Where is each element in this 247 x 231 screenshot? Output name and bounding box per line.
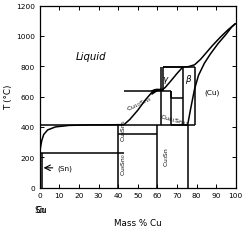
Text: Cu$_6$Sn$_0$: Cu$_6$Sn$_0$ — [120, 153, 128, 176]
Text: (Cu): (Cu) — [205, 89, 220, 96]
Text: (Sn): (Sn) — [58, 165, 72, 171]
Text: Cu: Cu — [36, 205, 48, 214]
Text: Sn: Sn — [34, 205, 45, 214]
Text: Liquid: Liquid — [76, 52, 106, 61]
Text: Cu$_{41}$Sn$_{11}$: Cu$_{41}$Sn$_{11}$ — [160, 112, 190, 128]
Text: $\gamma$: $\gamma$ — [162, 75, 170, 86]
Y-axis label: T (°C): T (°C) — [4, 85, 13, 110]
Text: $\beta$: $\beta$ — [185, 73, 192, 85]
X-axis label: Mass % Cu: Mass % Cu — [114, 218, 162, 227]
Text: Cu$_{10}$Sn$_3$: Cu$_{10}$Sn$_3$ — [125, 94, 154, 114]
Text: Cu$_6$Sn$_5$: Cu$_6$Sn$_5$ — [120, 118, 128, 141]
Text: Cu$_3$Sn: Cu$_3$Sn — [162, 146, 171, 166]
